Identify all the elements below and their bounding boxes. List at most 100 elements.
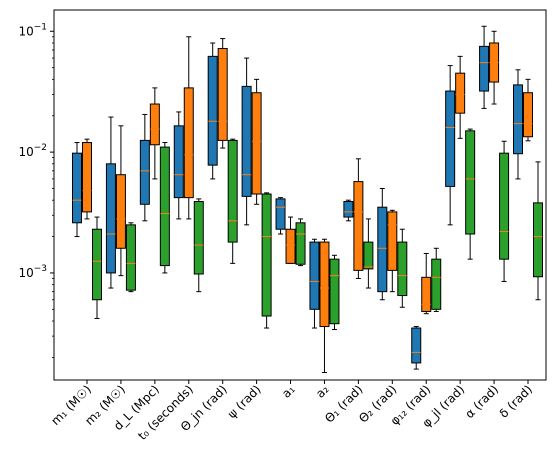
box-iqr [251,92,262,195]
box-series-1 [139,113,150,222]
box-iqr [309,241,320,310]
category-group [105,116,136,293]
box-series-2 [489,30,500,105]
box-series-3 [465,128,476,260]
box-iqr [72,152,82,224]
box-iqr [295,222,306,265]
category-group [72,138,102,319]
box-iqr [343,201,354,218]
category-group [309,238,340,373]
box-series-2 [217,38,228,149]
box-series-2 [319,238,330,373]
box-series-1 [343,199,354,222]
box-series-1 [241,57,252,226]
box-iqr [329,258,340,325]
box-iqr [397,241,408,297]
box-iqr [139,139,150,205]
box-series-3 [363,218,374,289]
box-series-1 [309,238,320,329]
box-series-3 [92,216,102,319]
x-tick-label: a₂ [313,382,332,401]
box-iqr [183,87,194,199]
box-series-1 [275,197,286,235]
y-tick-label: 10−2 [18,143,47,159]
box-iqr [411,327,422,364]
box-iqr [377,206,388,293]
category-group [445,55,476,260]
box-series-2 [523,78,533,142]
category-group [241,57,272,329]
box-iqr [319,241,330,328]
y-tick-label: 10−1 [18,22,47,38]
box-series-1 [207,42,218,180]
box-iqr [533,202,543,278]
box-series-3 [125,222,136,293]
box-series-1 [377,187,388,301]
x-tick-label: α (rad) [462,382,501,421]
box-series-2 [251,78,262,205]
category-group [173,36,204,293]
box-series-2 [285,216,296,264]
axes-frame [53,9,547,381]
box-iqr [227,139,238,243]
x-tick-label: a₁ [279,382,298,401]
box-iqr [523,92,533,138]
box-series-1 [479,25,490,109]
category-group [275,197,306,267]
box-series-3 [159,142,170,274]
box-series-2 [149,87,160,180]
box-iqr [125,224,136,291]
box-iqr [421,276,432,312]
category-group [479,25,510,282]
box-series-2 [421,252,432,315]
box-iqr [285,228,296,264]
box-iqr [455,72,466,114]
box-series-1 [105,116,116,289]
box-series-3 [533,161,543,301]
category-group [377,187,408,308]
box-series-2 [82,138,92,220]
box-iqr [465,130,476,235]
box-iqr [445,90,456,187]
box-series-1 [513,69,523,180]
box-iqr [173,125,184,199]
box-iqr [105,163,116,274]
category-group [343,158,374,289]
y-tick-label: 10−3 [18,264,47,280]
x-tick-label: δ (rad) [497,382,535,420]
box-series-2 [353,158,364,279]
x-tick-label: ψ (rad) [225,382,264,421]
category-group [513,69,543,301]
box-series-2 [387,209,398,293]
category-group [139,87,170,274]
box-series-3 [329,254,340,331]
category-group [411,247,442,370]
box-iqr [193,201,204,275]
box-series-3 [397,228,408,308]
box-iqr [92,228,102,301]
box-iqr [513,84,523,155]
box-iqr [115,174,126,249]
box-iqr [275,198,286,230]
box-series-1 [445,65,456,226]
category-group [207,38,238,264]
box-series-3 [295,218,306,267]
box-series-1 [173,111,184,220]
box-iqr [82,142,92,213]
plot-area [72,25,543,373]
box-series-3 [431,247,442,312]
box-iqr [363,241,374,270]
box-iqr [431,258,442,310]
box-series-3 [227,138,238,264]
box-series-3 [261,192,272,329]
box-series-3 [193,198,204,293]
box-series-2 [115,125,126,277]
box-iqr [241,85,252,197]
box-series-2 [455,55,466,139]
box-iqr [207,55,218,166]
box-iqr [217,48,228,141]
box-iqr [159,146,170,267]
box-series-2 [183,36,194,220]
box-iqr [149,103,160,146]
